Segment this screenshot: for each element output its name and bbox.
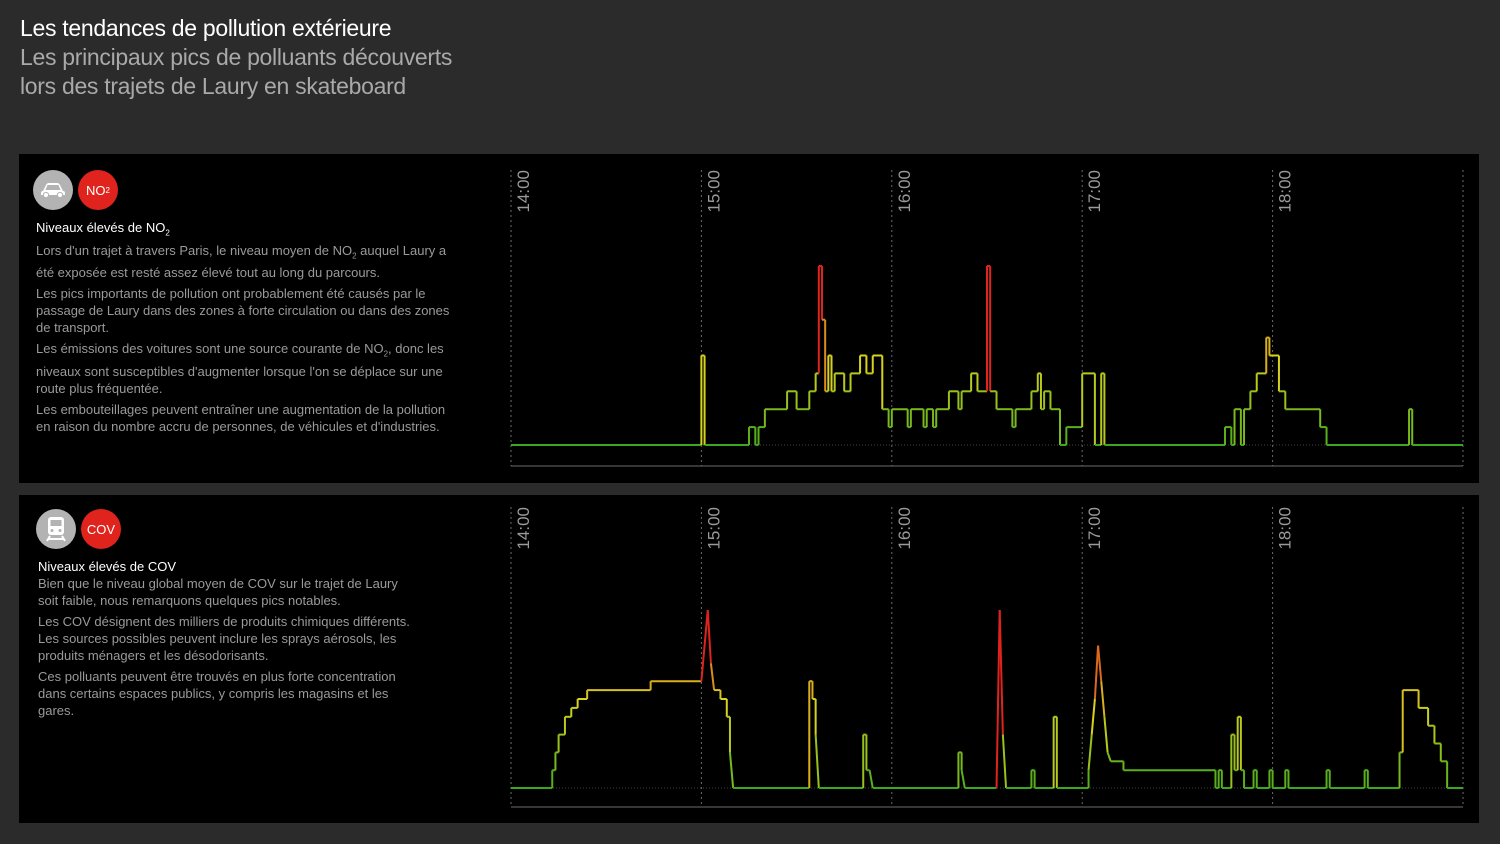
cov-segment [998, 609, 1004, 735]
no2-p3-b: , donc les niveaux sont susceptibles d'a… [36, 341, 444, 396]
no2-paragraph-4: Les embouteillages peuvent entraîner une… [36, 401, 446, 434]
car-icon [33, 170, 73, 210]
x-tick-label: 15:00 [704, 507, 723, 550]
no2-p1-sub: 2 [352, 251, 357, 261]
cov-segment [700, 609, 709, 682]
cov-paragraph-1: Bien que le niveau global moyen de COV s… [38, 576, 398, 608]
no2-chart: 14:00 15:00 16:00 17:00 18:00 [510, 170, 1464, 467]
cov-segment [868, 770, 874, 789]
cov-segment [709, 663, 716, 691]
header: Les tendances de pollution extérieure Le… [20, 14, 452, 101]
no2-p1-a: Lors d'un trajet à travers Paris, le niv… [36, 242, 353, 258]
cov-badge: COV [81, 509, 121, 549]
x-tick-label: 17:00 [1085, 507, 1104, 550]
x-tick-label: 16:00 [895, 170, 914, 213]
no2-text: Niveaux élevés de NO2 Lors d'un trajet à… [36, 219, 456, 439]
cov-panel: COV Niveaux élevés de COV Bien que le ni… [19, 495, 1479, 823]
x-tick-label: 18:00 [1276, 507, 1295, 550]
cov-paragraph-2: Les COV désignent des milliers de produi… [38, 614, 410, 663]
no2-heading-sub: 2 [165, 228, 170, 238]
no2-panel: NO 2 Niveaux élevés de NO2 Lors d'un traj… [19, 154, 1479, 483]
cov-segment [814, 734, 820, 789]
no2-badge-label: NO [86, 182, 106, 198]
no2-badge-sub: 2 [105, 185, 110, 195]
cov-segment [728, 752, 735, 789]
no2-heading: Niveaux élevés de NO2 [36, 219, 456, 242]
no2-p3-a: Les émissions des voitures sont une sour… [36, 341, 384, 357]
train-icon [36, 509, 76, 549]
cov-segment [1093, 645, 1100, 700]
cov-badges: COV [36, 509, 121, 549]
no2-p3-sub: 2 [383, 349, 389, 359]
cov-segment [1103, 716, 1109, 753]
cov-paragraph-3: Ces polluants peuvent être trouvés en pl… [38, 669, 396, 718]
no2-p1-b: auquel Laury a été exposée est resté ass… [36, 242, 447, 281]
page-subtitle-line1: Les principaux pics de polluants découve… [20, 44, 453, 70]
cov-badge-label: COV [86, 521, 116, 537]
x-tick-label: 15:00 [704, 170, 723, 213]
no2-paragraph-3: Les émissions des voitures sont une sour… [36, 340, 456, 397]
no2-badges: NO 2 [33, 170, 118, 210]
no2-badge: NO 2 [78, 170, 118, 210]
cov-segment [995, 609, 1001, 789]
x-tick-label: 16:00 [895, 507, 914, 550]
cov-segment [706, 609, 712, 664]
cov-segment [1090, 698, 1096, 735]
x-tick-label: 14:00 [514, 507, 533, 550]
x-tick-label: 17:00 [1085, 170, 1104, 213]
cov-segment [1001, 734, 1008, 789]
x-tick-label: 14:00 [514, 170, 533, 213]
page-title: Les tendances de pollution extérieure [20, 15, 392, 41]
cov-segment [1100, 681, 1106, 717]
cov-segment [1087, 734, 1093, 771]
cov-segment [1106, 752, 1112, 762]
no2-paragraph-2: Les pics importants de pollution ont pro… [36, 286, 450, 336]
cov-chart: 14:00 15:00 16:00 17:00 18:00 [510, 507, 1464, 808]
page-subtitle-line2: lors des trajets de Laury en skateboard [20, 73, 406, 99]
no2-paragraph-1: Lors d'un trajet à travers Paris, le niv… [36, 242, 456, 282]
cov-segment [1097, 645, 1103, 682]
x-tick-label: 18:00 [1276, 170, 1295, 213]
cov-heading: Niveaux élevés de COV [38, 559, 177, 574]
cov-segment [960, 770, 966, 789]
cov-text: Niveaux élevés de COV Bien que le niveau… [38, 558, 418, 723]
no2-heading-main: Niveaux élevés de NO [36, 220, 166, 235]
